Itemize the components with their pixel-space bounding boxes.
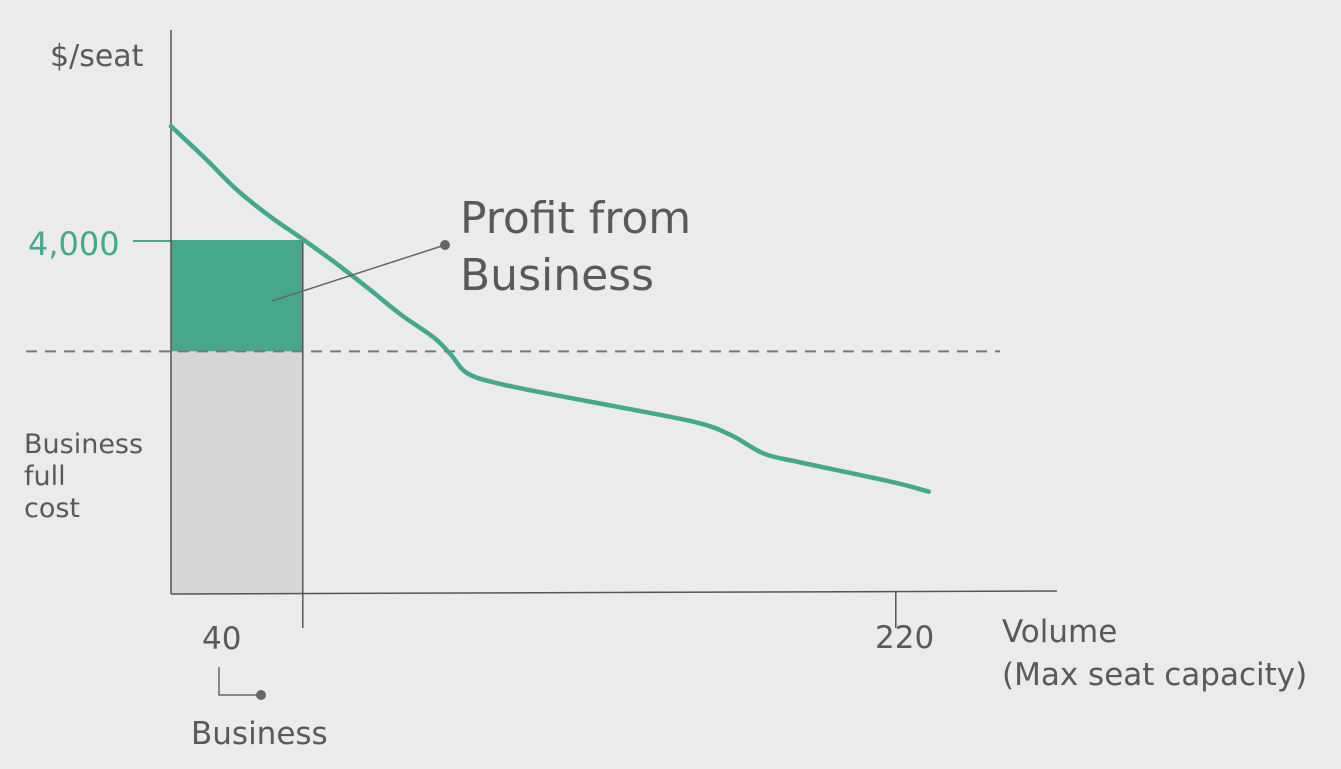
x-tick-label-220: 220: [875, 620, 934, 656]
profit-callout-line: [271, 244, 446, 302]
x-tick-label-40: 40: [202, 621, 241, 657]
cost-label-line3: cost: [24, 493, 80, 524]
profit-label-line2: Business: [460, 250, 654, 301]
demand-curve: [168, 124, 931, 494]
business-full-cost-area: [171, 351, 303, 594]
segment-label: Business: [191, 716, 328, 752]
x-axis: [170, 590, 1058, 595]
profit-label-line1: Profit from: [460, 193, 691, 244]
cost-label-line2: full: [24, 461, 66, 492]
business-callout-dot: [256, 690, 266, 700]
profit-callout-dot: [440, 240, 450, 250]
x-axis-label-line2: (Max seat capacity): [1002, 657, 1307, 693]
profit-area: [171, 241, 303, 352]
price-level-label: 4,000: [28, 225, 120, 263]
x-axis-label-line1: Volume: [1002, 614, 1117, 650]
y-axis-label: $/seat: [50, 39, 144, 74]
cost-label-line1: Business: [24, 429, 143, 460]
business-callout-line: [218, 667, 261, 696]
